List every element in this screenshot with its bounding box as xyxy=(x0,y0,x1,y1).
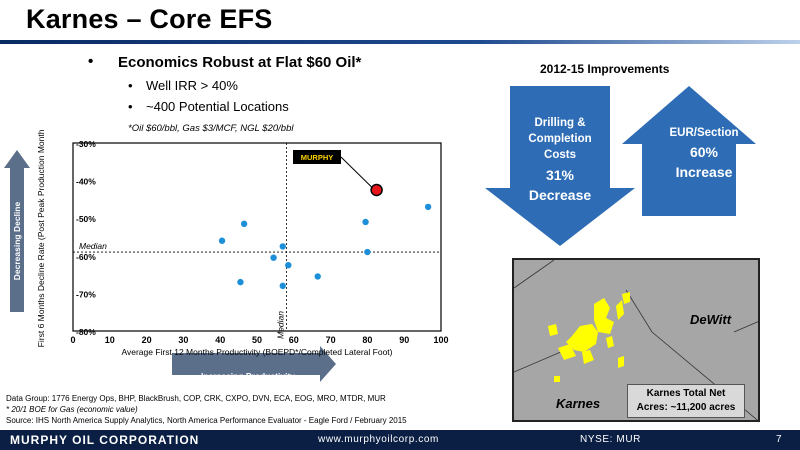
y-tick-labels: -30% -40% -50% -60% -70% -80% xyxy=(76,139,96,337)
peer-point xyxy=(270,254,277,261)
acreage-parcel xyxy=(558,344,576,360)
bullet-dot: • xyxy=(88,53,94,70)
plot-area xyxy=(72,142,442,332)
footer-bar xyxy=(0,430,800,450)
scatter-chart: Decreasing Decline Increasing Productivi… xyxy=(4,130,449,382)
acreage-parcel xyxy=(606,336,614,348)
acreage-parcel xyxy=(566,324,598,352)
boe-note: * 20/1 BOE for Gas (economic value) xyxy=(6,405,138,414)
x-tick-label: 90 xyxy=(399,335,409,345)
title-underline xyxy=(0,40,800,44)
sub-bullet-text: ~400 Potential Locations xyxy=(146,99,289,114)
acreage-parcels xyxy=(548,292,630,382)
x-tick-label: 80 xyxy=(362,335,372,345)
footnotes: Data Group: 1776 Energy Ops, BHP, BlackB… xyxy=(6,393,407,426)
callout-label: MURPHY xyxy=(301,153,334,162)
peer-point xyxy=(240,220,248,228)
increasing-productivity-label: Increasing Productivity xyxy=(201,371,295,381)
main-bullet-text: Economics Robust at Flat $60 Oil* xyxy=(118,54,362,71)
peer-point xyxy=(279,282,286,290)
main-bullet: • Economics Robust at Flat $60 Oil* xyxy=(88,53,362,71)
page-number: 7 xyxy=(776,434,782,445)
map-graphic xyxy=(514,260,758,420)
sub-bullet-text: Well IRR > 40% xyxy=(146,78,238,93)
down-arrow-line3: Costs xyxy=(544,149,576,161)
acreage-parcel xyxy=(594,298,614,334)
acreage-parcel xyxy=(622,292,630,304)
y-tick-label: -70% xyxy=(76,289,96,299)
data-group-note: Data Group: 1776 Energy Ops, BHP, BlackB… xyxy=(6,394,386,403)
x-tick-label: 100 xyxy=(433,335,448,345)
bullet-dot: • xyxy=(128,78,133,93)
peer-point xyxy=(364,248,371,256)
x-tick-label: 30 xyxy=(178,335,188,345)
net-acres-line2: Acres: ~11,200 acres xyxy=(636,402,736,413)
sub-bullet: • ~400 Potential Locations xyxy=(128,99,289,114)
bullet-dot: • xyxy=(128,99,133,114)
peer-point xyxy=(424,203,432,211)
murphy-callout: MURPHY xyxy=(293,150,373,189)
acreage-parcel xyxy=(548,324,558,336)
up-arrow-direction: Increase xyxy=(676,164,733,180)
eur-increase-arrow xyxy=(622,86,756,216)
peer-point xyxy=(314,273,321,280)
callout-leader xyxy=(340,156,373,189)
y-tick-label: -30% xyxy=(76,139,96,149)
net-acres-line1: Karnes Total Net xyxy=(646,388,726,399)
improvements-title: 2012-15 Improvements xyxy=(540,62,670,76)
cost-decrease-arrow xyxy=(485,86,635,246)
y-tick-label: -50% xyxy=(76,214,96,224)
axis-arrows: Decreasing Decline Increasing Productivi… xyxy=(4,150,336,382)
x-tick-label: 20 xyxy=(142,335,152,345)
down-arrow-line1: Drilling & xyxy=(534,117,585,129)
x-tick-label: 0 xyxy=(70,335,75,345)
acreage-parcel xyxy=(554,376,560,382)
karnes-label: Karnes xyxy=(556,396,601,411)
y-tick-label: -40% xyxy=(76,177,96,187)
median-y-label: Median xyxy=(79,241,107,251)
data-points xyxy=(218,183,432,290)
peer-point xyxy=(362,218,369,226)
acreage-parcel xyxy=(582,350,594,364)
x-tick-label: 70 xyxy=(326,335,336,345)
net-acres-callout: Karnes Total Net Acres: ~11,200 acres xyxy=(627,384,745,418)
price-assumptions: *Oil $60/bbl, Gas $3/MCF, NGL $20/bbl xyxy=(128,123,294,134)
murphy-point xyxy=(370,183,383,197)
footer-url[interactable]: www.murphyoilcorp.com xyxy=(318,434,439,445)
median-x-label: Median xyxy=(275,311,285,339)
footer-company: MURPHY OIL CORPORATION xyxy=(10,433,200,447)
acreage-parcel xyxy=(618,356,624,368)
up-arrow-value: 60% xyxy=(690,144,719,160)
up-arrow-line1: EUR/Section xyxy=(669,127,738,139)
increasing-productivity-arrow xyxy=(172,346,336,382)
x-tick-label: 60 xyxy=(289,335,299,345)
sub-bullet: • Well IRR > 40% xyxy=(128,78,238,93)
peer-point xyxy=(279,243,286,250)
x-tick-label: 50 xyxy=(252,335,262,345)
peer-point xyxy=(218,237,226,244)
callout-box xyxy=(293,150,341,164)
peer-point xyxy=(237,278,244,286)
y-tick-label: -80% xyxy=(76,327,96,337)
decreasing-decline-label: Decreasing Decline xyxy=(12,202,22,281)
acreage-parcel xyxy=(616,300,624,320)
dewitt-label: DeWitt xyxy=(690,312,732,327)
median-lines: Median Median xyxy=(73,143,441,339)
source-note: Source: IHS North America Supply Analyti… xyxy=(6,416,407,425)
peer-point xyxy=(285,262,292,269)
x-tick-label: 40 xyxy=(215,335,225,345)
footer-ticker: NYSE: MUR xyxy=(580,434,641,445)
x-tick-label: 10 xyxy=(105,335,115,345)
decreasing-decline-arrow xyxy=(4,150,30,312)
improvement-arrows: Drilling & Completion Costs 31% Decrease… xyxy=(485,86,756,246)
y-tick-label: -60% xyxy=(76,252,96,262)
slide-title: Karnes – Core EFS xyxy=(26,4,273,34)
down-arrow-value: 31% xyxy=(546,167,575,183)
x-axis-label: Average First 12 Months Productivity (BO… xyxy=(121,347,392,357)
down-arrow-direction: Decrease xyxy=(529,187,591,203)
y-axis-label: First 6 Months Decline Rate (Post Peak P… xyxy=(36,130,46,347)
x-tick-labels: 0 10 20 30 40 50 60 70 80 90 100 xyxy=(70,335,448,345)
down-arrow-line2: Completion xyxy=(528,133,591,145)
